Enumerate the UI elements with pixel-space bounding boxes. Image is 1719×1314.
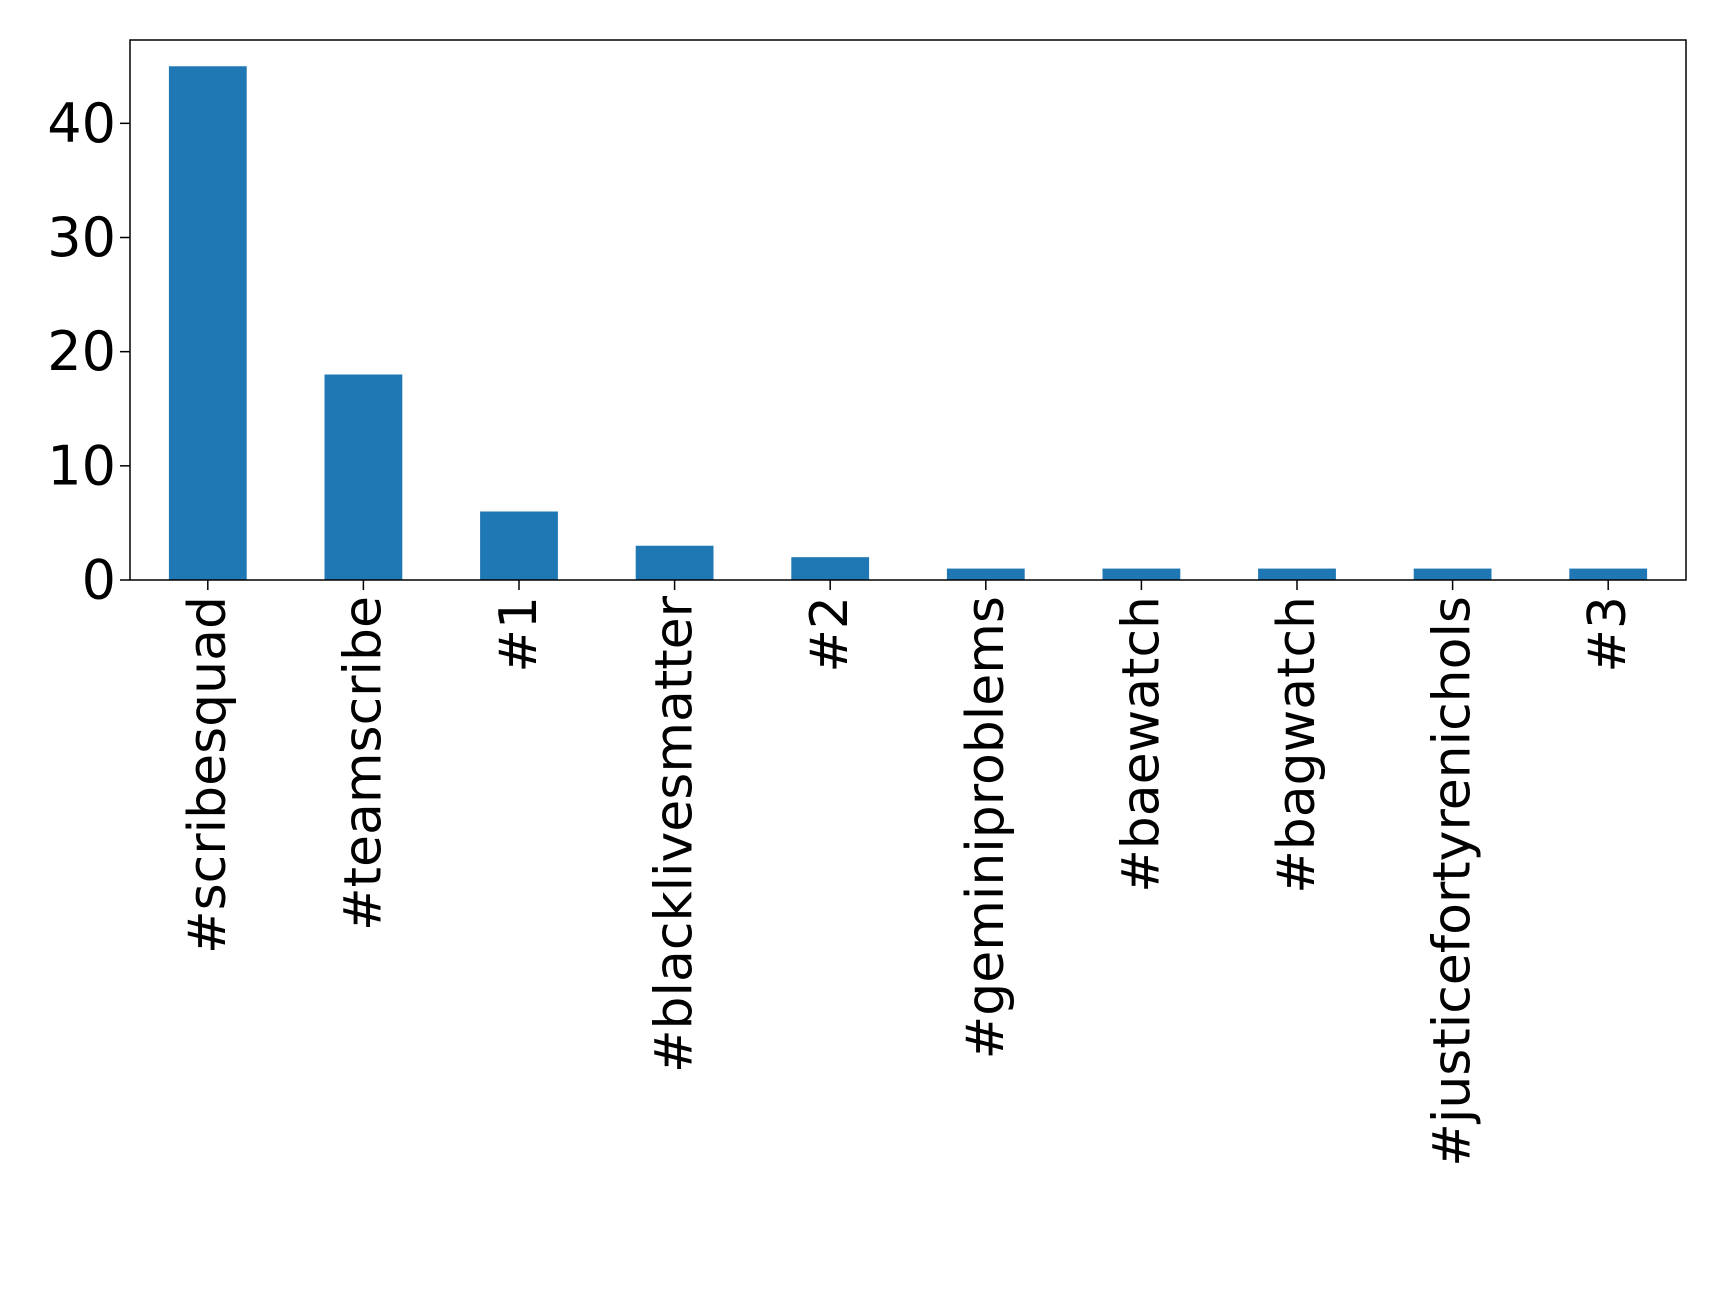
x-tick-label: #scribesquad [178, 596, 238, 954]
bar-2 [480, 511, 558, 580]
x-tick-label: #bagwatch [1267, 596, 1327, 894]
bar-6 [1102, 568, 1181, 580]
x-tick-label: #2 [800, 596, 860, 673]
plot-frame [129, 39, 1687, 581]
bar-9 [1569, 568, 1648, 580]
bar-0 [168, 66, 247, 580]
y-tick-label: 20 [47, 320, 116, 383]
x-tick-label: #1 [489, 596, 549, 673]
x-tick-label: #blacklivesmatter [645, 595, 705, 1073]
x-tick-label: #3 [1578, 596, 1638, 673]
bar-1 [324, 374, 403, 580]
x-tick-label: #teamscribe [333, 596, 393, 931]
y-tick-label: 10 [47, 434, 116, 497]
y-tick-label: 30 [47, 206, 116, 269]
bars-group [168, 66, 1648, 580]
bar-8 [1413, 568, 1492, 580]
x-tick-label: #justicefortyrenichols [1423, 596, 1483, 1167]
y-tick-label: 0 [82, 549, 116, 612]
bar-7 [1258, 568, 1336, 580]
x-axis: #scribesquad #teamscribe #1 #blacklivesmatt… [178, 580, 1638, 1167]
bar-5 [946, 568, 1025, 580]
bar-3 [635, 545, 714, 580]
y-axis: 0 10 20 30 40 [47, 92, 130, 612]
x-tick-label: #baewatch [1111, 596, 1171, 893]
y-tick-label: 40 [47, 92, 116, 155]
bar-4 [791, 557, 870, 580]
x-tick-label: #geminiproblems [956, 596, 1016, 1059]
